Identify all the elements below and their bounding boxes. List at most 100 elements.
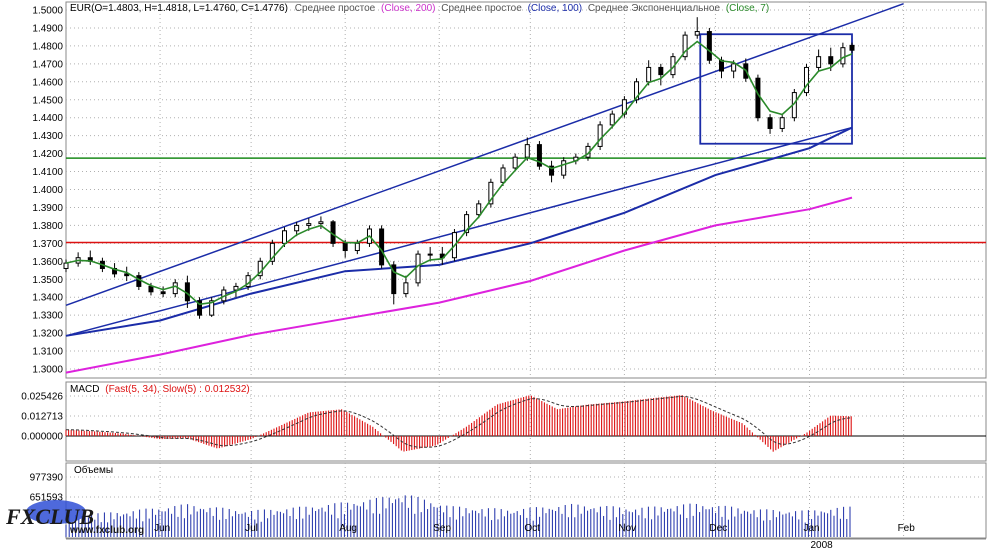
month-tick-label: Dec	[709, 523, 727, 534]
ema-prefix: Среднее Экспоненциальное	[588, 3, 721, 14]
ema7-line	[65, 40, 853, 306]
price-tick-label: 1.4600	[32, 77, 63, 88]
price-header: EUR(O=1.4803, H=1.4818, L=1.4760, C=1.47…	[70, 3, 769, 14]
candle-body	[379, 228, 385, 266]
candle-body	[318, 221, 324, 225]
price-tick-label: 1.5000	[32, 6, 63, 17]
candle-body	[658, 66, 664, 76]
volume-tick-label: 651593	[30, 493, 64, 504]
ma2-params: (Close, 100)	[528, 3, 582, 14]
panel-frames	[65, 1, 987, 539]
candle-body	[269, 242, 275, 262]
symbol-label: EUR	[70, 3, 91, 14]
volume-header: Объемы	[74, 464, 113, 476]
candle-body	[755, 77, 761, 119]
price-tick-label: 1.3400	[32, 293, 63, 304]
candle-body	[415, 253, 421, 284]
logo-url: www.fxclub.org	[69, 525, 144, 536]
moving-averages	[65, 126, 853, 374]
macd-header: MACD (Fast(5, 34), Slow(5) : 0.012532)	[70, 384, 250, 395]
channel-upper-line	[65, 3, 904, 306]
candle-body	[464, 214, 470, 234]
candle-body	[233, 285, 239, 291]
candle-body	[197, 300, 203, 316]
price-tick-label: 1.4900	[32, 23, 63, 34]
candle-body	[476, 203, 482, 216]
candle-body	[549, 165, 555, 176]
ma1-prefix: Среднее простое	[295, 3, 376, 14]
candle-body	[731, 63, 737, 72]
candle-body	[124, 273, 130, 277]
candle-body	[849, 44, 855, 51]
candle-body	[306, 223, 312, 226]
candle-body	[524, 144, 530, 158]
ohlc-values: (O=1.4803, H=1.4818, L=1.4760, C=1.4776)	[91, 3, 288, 14]
candle-body	[634, 81, 640, 101]
candle-body	[828, 56, 834, 65]
candle-body	[403, 282, 409, 295]
candle-body	[427, 253, 433, 256]
price-tick-label: 1.4200	[32, 149, 63, 160]
highlight-box	[699, 33, 853, 145]
price-tick-label: 1.3900	[32, 203, 63, 214]
sma-line	[65, 126, 853, 337]
macd-signal-line	[65, 395, 852, 448]
price-tick-label: 1.4500	[32, 95, 63, 106]
macd-histogram	[65, 395, 986, 452]
candle-body	[257, 260, 263, 277]
candle-body	[172, 282, 178, 295]
candle-body	[512, 156, 518, 169]
macd-tick-label: 0.025426	[21, 392, 63, 403]
macd-tick-label: 0.012713	[21, 412, 63, 423]
candle-body	[561, 160, 567, 176]
price-tick-label: 1.3300	[32, 311, 63, 322]
candle-body	[488, 181, 494, 205]
price-tick-label: 1.3800	[32, 221, 63, 232]
price-tick-label: 1.3200	[32, 329, 63, 340]
macd-params: (Fast(5, 34), Slow(5) : 0.012532)	[105, 384, 250, 395]
price-tick-label: 1.4000	[32, 185, 63, 196]
month-tick-label: Jan	[804, 523, 820, 534]
candle-body	[294, 224, 300, 232]
price-tick-label: 1.3100	[32, 347, 63, 358]
price-tick-label: 1.4300	[32, 131, 63, 142]
ema-params: (Close, 7)	[726, 3, 769, 14]
candle-body	[767, 117, 773, 129]
candle-body	[391, 264, 397, 295]
candle-body	[148, 285, 154, 293]
month-tick-label: Sep	[433, 523, 451, 534]
candle-body	[63, 262, 69, 269]
ema-line	[65, 40, 853, 306]
candle-body	[282, 230, 288, 244]
candle-body	[209, 300, 215, 316]
candle-body	[706, 31, 712, 61]
price-tick-label: 1.3600	[32, 257, 63, 268]
candle-body	[136, 275, 142, 287]
candle-body	[500, 167, 506, 183]
price-tick-label: 1.3700	[32, 239, 63, 250]
candle-body	[816, 56, 822, 68]
candle-body	[609, 113, 615, 126]
sma-line	[65, 196, 853, 374]
month-tick-label: Nov	[618, 523, 636, 534]
x-tick-labels: Jun Jul Aug Sep Oct Nov Dec Jan Feb 2008	[66, 523, 986, 551]
price-tick-label: 1.4700	[32, 59, 63, 70]
ma1-params: (Close, 200)	[381, 3, 435, 14]
month-tick-label: Jun	[154, 523, 170, 534]
price-tick-label: 1.4400	[32, 113, 63, 124]
month-tick-label: Oct	[524, 523, 540, 534]
candle-body	[803, 66, 809, 94]
price-tick-label: 1.3000	[32, 365, 63, 376]
candle-body	[779, 117, 785, 129]
macd-tick-label: 0.000000	[21, 432, 63, 443]
candle-body	[354, 242, 360, 252]
candle-body	[682, 34, 688, 58]
month-tick-label: Aug	[339, 523, 357, 534]
candle-body	[840, 47, 846, 65]
candle-body	[646, 66, 652, 83]
volume-tick-label: 977390	[30, 473, 64, 484]
month-tick-label: Feb	[898, 523, 916, 534]
price-tick-label: 1.4100	[32, 167, 63, 178]
